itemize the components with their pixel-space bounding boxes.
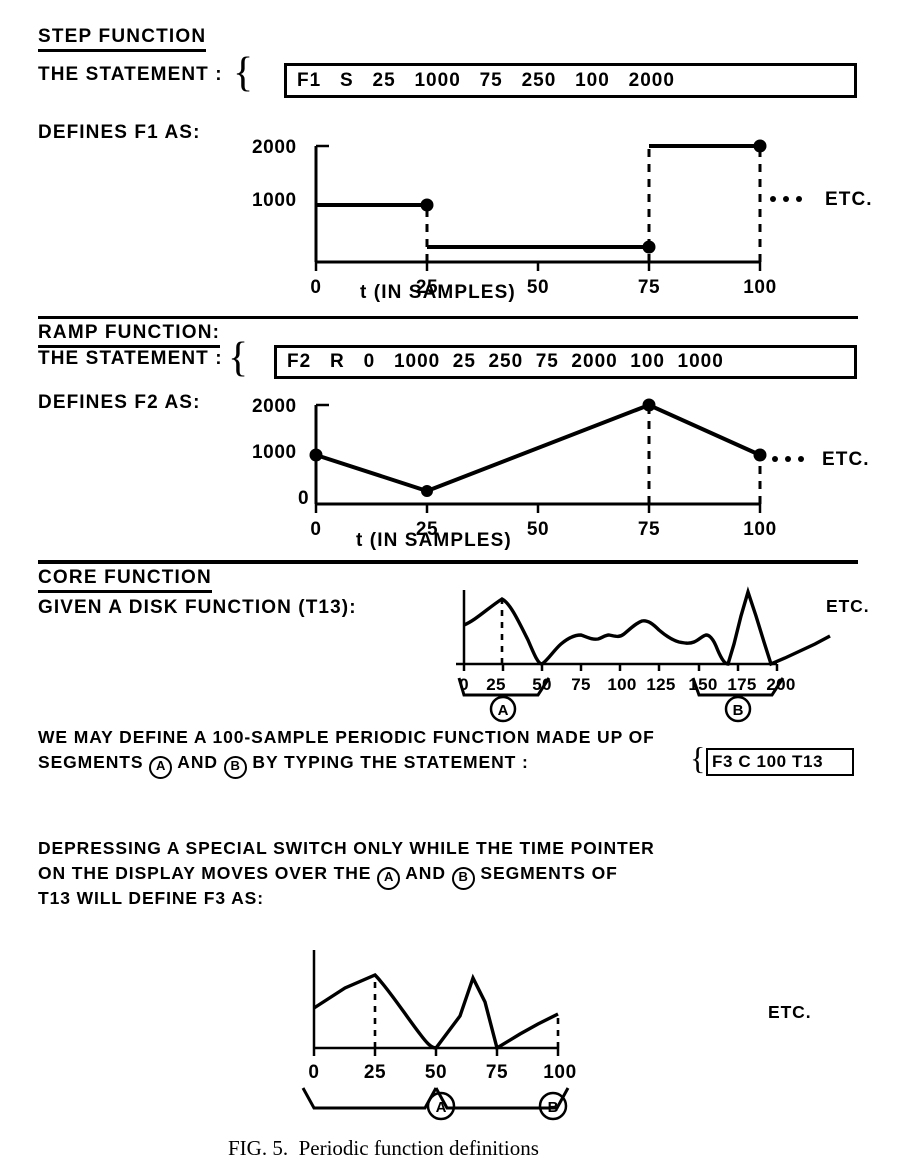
inline-segment-b-badge: B: [223, 756, 247, 779]
core-paragraph1-line2: SEGMENTS A AND B BY TYPING THE STATEMENT…: [38, 752, 529, 779]
step-statement-label: THE STATEMENT :: [38, 64, 223, 85]
disk-segment-b-badge: B: [724, 695, 752, 723]
f3-xtick-100: 100: [543, 1062, 577, 1083]
ramp-marker-25: [421, 485, 433, 497]
f3-xtick-25: 25: [364, 1062, 386, 1083]
core-function-result-chart: 0 25 50 75 100: [301, 950, 577, 1110]
f3-xtick-0: 0: [308, 1062, 319, 1083]
ramp-xtick-75: 75: [638, 519, 660, 540]
figure-caption-label: FIG. 5.: [228, 1136, 289, 1160]
step-etc-dots-icon: [770, 196, 802, 202]
core-paragraph2-line2: ON THE DISPLAY MOVES OVER THE A AND B SE…: [38, 863, 618, 890]
core-brace-icon: {: [690, 740, 706, 776]
core-p2-l2-part-b: AND: [400, 863, 452, 883]
core-given-label: GIVEN A DISK FUNCTION (T13):: [38, 597, 357, 618]
step-statement-box[interactable]: F1 S 25 1000 75 250 100 2000: [284, 63, 857, 98]
disk-segment-b-letter: B: [733, 702, 744, 719]
disk-xtick-100: 100: [607, 675, 636, 694]
divider-1: [38, 316, 858, 319]
f3-xtick-50: 50: [425, 1062, 447, 1083]
step-function-chart: 2000 1000 0 25 50 75 100: [252, 137, 777, 298]
ramp-ytick-1000: 1000: [252, 442, 297, 463]
inline-segment-b-badge-2: B: [451, 867, 475, 890]
ramp-statement-label: THE STATEMENT :: [38, 348, 223, 369]
step-xaxis-caption: t (IN SAMPLES): [360, 282, 516, 303]
f3-segment-a-badge: A: [426, 1091, 456, 1121]
core-p2-l2-part-c: SEGMENTS OF: [474, 863, 618, 883]
step-xtick-50: 50: [527, 277, 549, 298]
step-marker-75: [642, 240, 656, 254]
disk-xtick-175: 175: [727, 675, 756, 694]
ramp-xaxis-caption: t (IN SAMPLES): [356, 530, 512, 551]
disk-function-chart: 0 25 50 75 100 125 150 175 200: [456, 586, 831, 697]
step-statement-text: F1 S 25 1000 75 250 100 2000: [297, 69, 675, 91]
divider-2: [38, 560, 858, 564]
step-function-heading: STEP FUNCTION: [38, 26, 207, 52]
core-function-heading: CORE FUNCTION: [38, 567, 212, 593]
inline-segment-a-badge-2: A: [377, 867, 401, 890]
disk-xtick-25: 25: [486, 675, 506, 694]
ramp-function-chart: 2000 1000 0 0 25 50 75 100: [252, 396, 777, 540]
ramp-statement-text: F2 R 0 1000 25 250 75 2000 100 1000: [287, 351, 724, 372]
f3-segment-b-badge: B: [538, 1091, 568, 1121]
ramp-defines-label: DEFINES F2 AS:: [38, 392, 201, 413]
disk-xtick-150: 150: [688, 675, 717, 694]
ramp-marker-100: [753, 448, 767, 462]
step-etc-label: ETC.: [825, 189, 873, 210]
f3-xtick-75: 75: [486, 1062, 508, 1083]
core-paragraph1-line1: WE MAY DEFINE A 100-SAMPLE PERIODIC FUNC…: [38, 727, 655, 747]
ramp-xtick-100: 100: [743, 519, 777, 540]
core-paragraph2-line3: T13 WILL DEFINE F3 AS:: [38, 888, 264, 908]
core-p1-l2-part-b: AND: [172, 752, 224, 772]
disk-segment-a-badge: A: [489, 695, 517, 723]
ramp-xtick-0: 0: [310, 519, 321, 540]
ramp-ytick-2000: 2000: [252, 396, 297, 417]
core-paragraph2-line1: DEPRESSING A SPECIAL SWITCH ONLY WHILE T…: [38, 838, 655, 858]
step-marker-100: [753, 139, 767, 153]
ramp-xtick-25: 25: [416, 519, 438, 540]
f3-segment-a-letter: A: [436, 1099, 447, 1116]
core-p1-l2-part-a: SEGMENTS: [38, 752, 150, 772]
figure-caption: FIG. 5. Periodic function definitions: [228, 1136, 539, 1161]
disk-xtick-75: 75: [571, 675, 591, 694]
step-ytick-1000: 1000: [252, 190, 297, 211]
disk-xtick-0: 0: [459, 675, 469, 694]
ramp-marker-75: [642, 398, 656, 412]
ramp-brace-icon: {: [228, 335, 249, 381]
step-xtick-0: 0: [310, 277, 321, 298]
step-xtick-75: 75: [638, 277, 660, 298]
inline-segment-a-badge: A: [149, 756, 173, 779]
core-p1-l2-part-c: BY TYPING THE STATEMENT :: [246, 752, 529, 772]
step-ytick-2000: 2000: [252, 137, 297, 158]
ramp-xtick-50: 50: [527, 519, 549, 540]
core-p2-l2-part-a: ON THE DISPLAY MOVES OVER THE: [38, 863, 378, 883]
disk-xtick-125: 125: [646, 675, 675, 694]
f3-segment-b-letter: B: [548, 1099, 559, 1116]
step-xtick-100: 100: [743, 277, 777, 298]
step-defines-label: DEFINES F1 AS:: [38, 122, 201, 143]
ramp-function-heading: RAMP FUNCTION:: [38, 322, 221, 348]
ramp-marker-0: [309, 448, 323, 462]
core-statement-box[interactable]: F3 C 100 T13: [706, 748, 854, 776]
ramp-etc-label: ETC.: [822, 449, 870, 470]
disk-xtick-200: 200: [766, 675, 795, 694]
step-xtick-25: 25: [416, 277, 438, 298]
ramp-ytick-0: 0: [298, 488, 309, 509]
step-brace-icon: {: [233, 50, 254, 96]
figure-caption-text: Periodic function definitions: [298, 1136, 539, 1160]
disk-segment-a-letter: A: [498, 702, 509, 719]
core-statement-text: F3 C 100 T13: [712, 752, 824, 771]
f3-etc-label: ETC.: [768, 1002, 812, 1022]
ramp-etc-dots-icon: [772, 456, 804, 462]
disk-etc-label: ETC.: [826, 596, 870, 616]
figure-caption-spacer: [288, 1136, 299, 1160]
ramp-statement-box[interactable]: F2 R 0 1000 25 250 75 2000 100 1000: [274, 345, 857, 379]
step-marker-25: [420, 198, 434, 212]
